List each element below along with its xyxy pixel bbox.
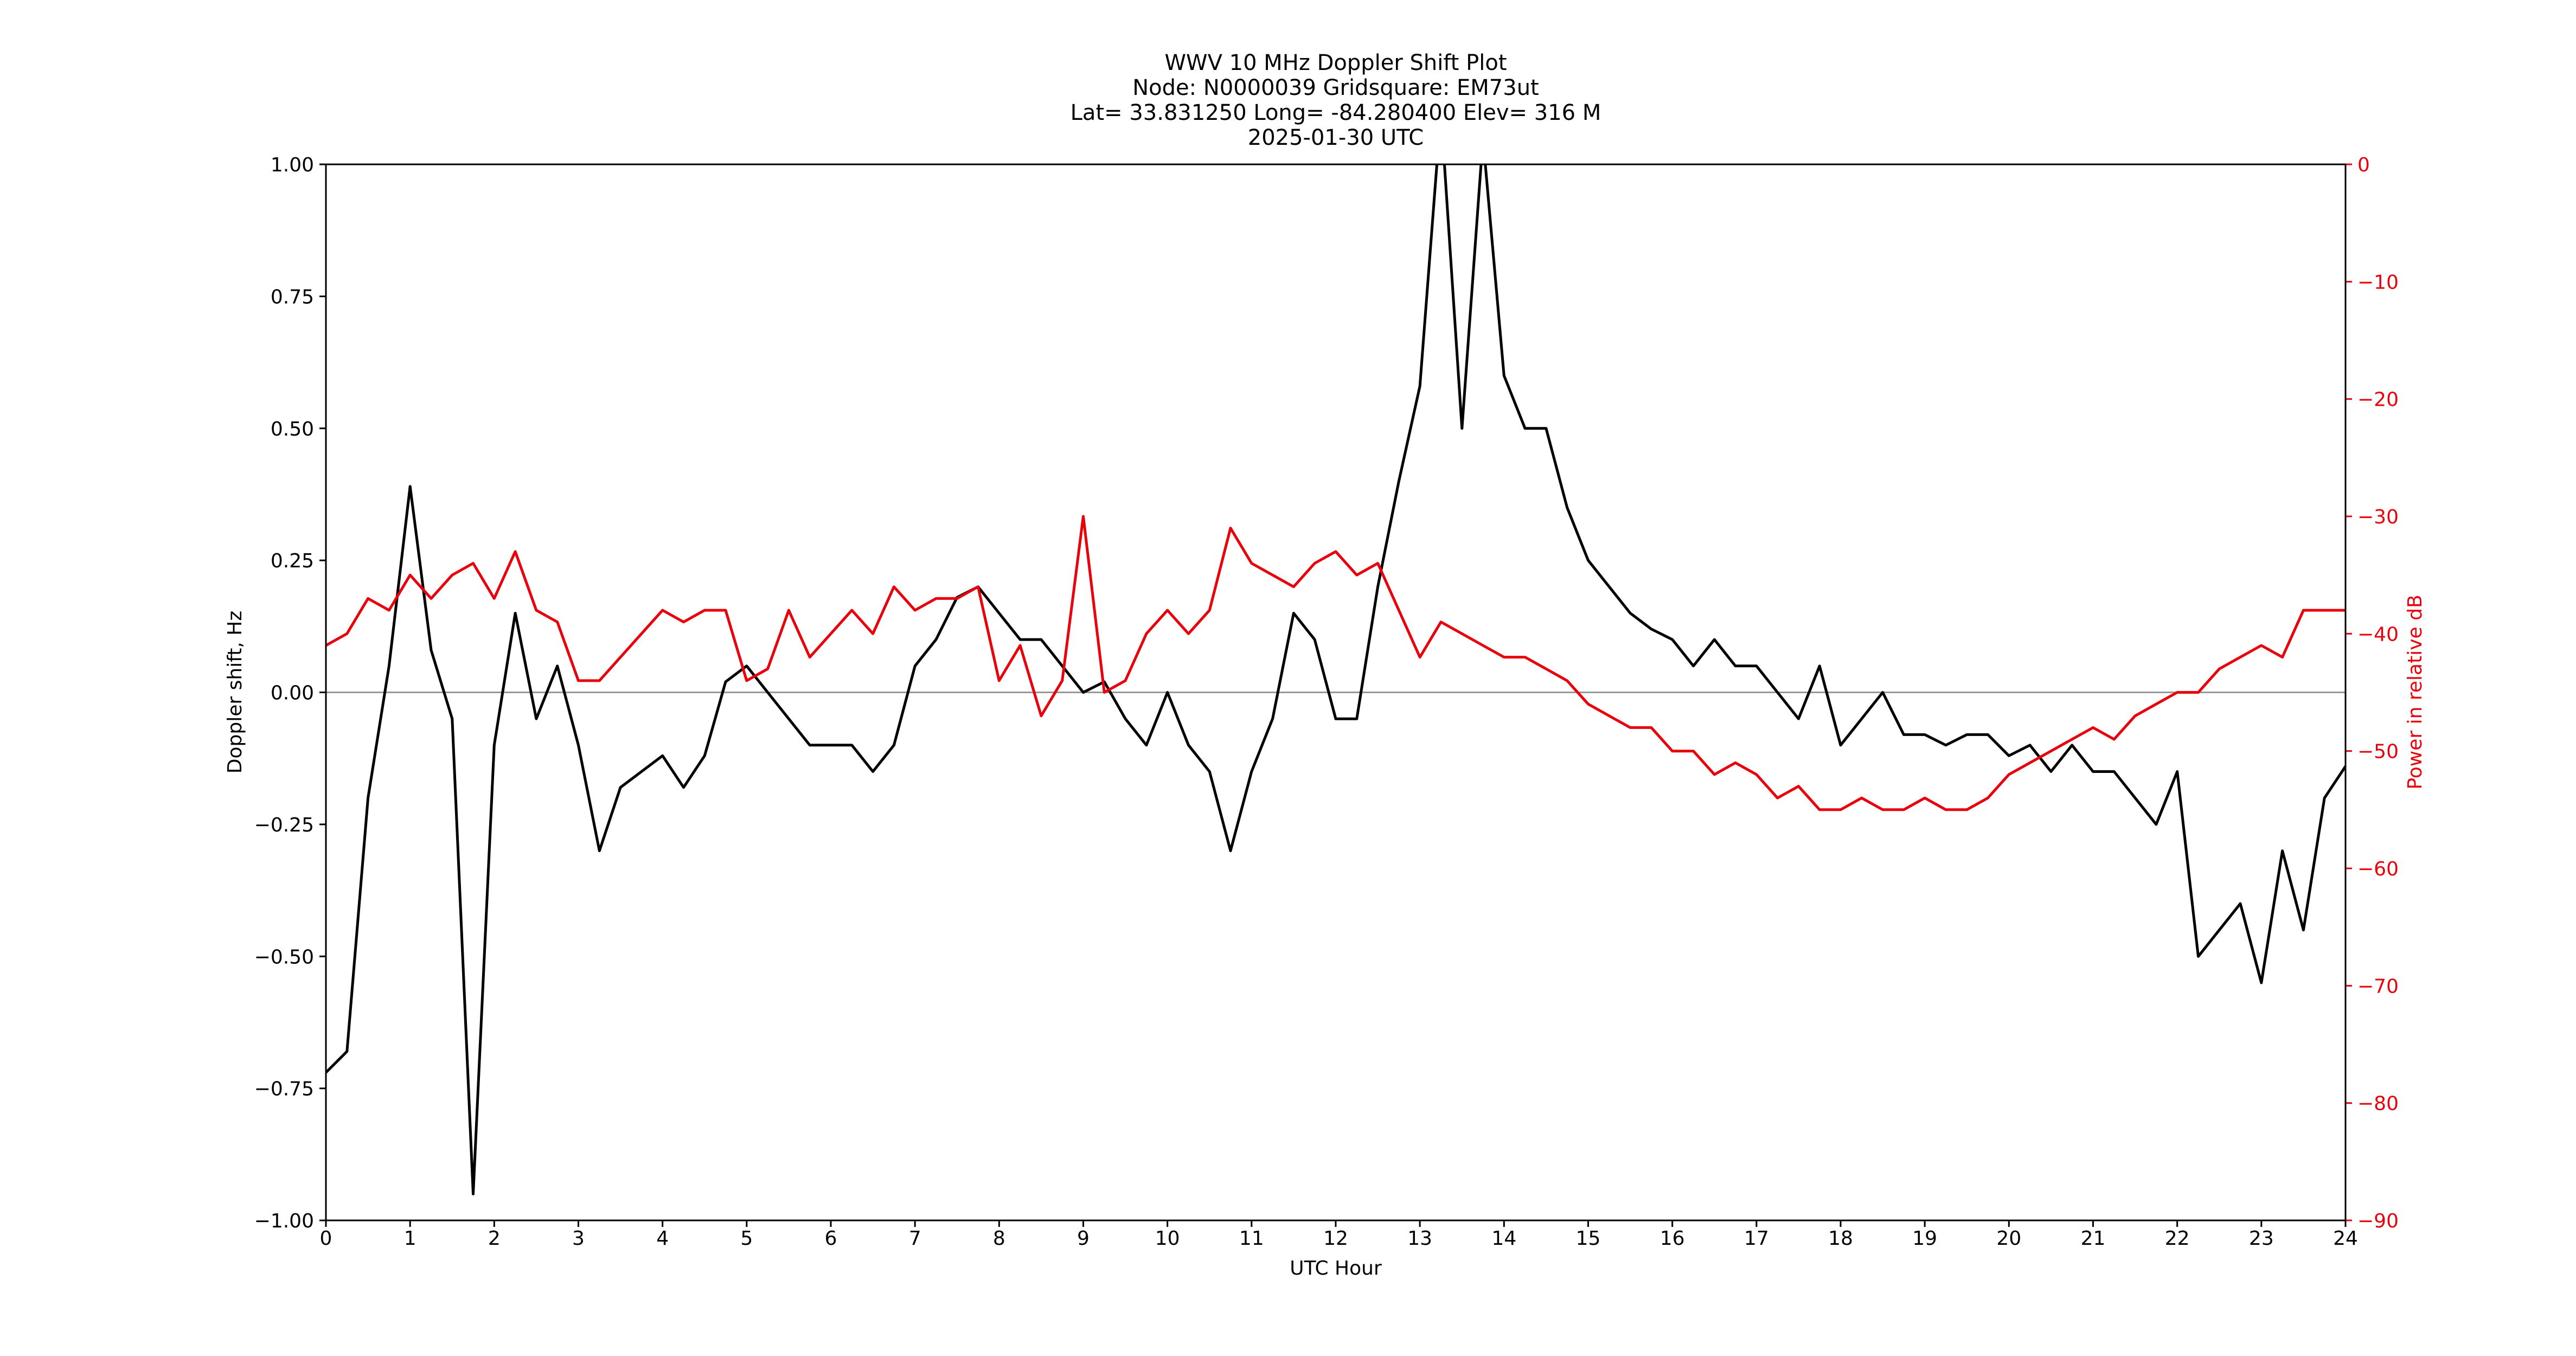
x-axis-label: UTC Hour — [1290, 1257, 1382, 1280]
x-tick-label: 23 — [2249, 1227, 2274, 1250]
plot-frame — [325, 163, 2347, 1221]
x-tick-label: 18 — [1828, 1227, 1853, 1250]
y2-tick-label: −10 — [2357, 271, 2399, 293]
chart-title: 2025-01-30 UTC — [1248, 125, 1424, 150]
y2-tick-label: −50 — [2357, 741, 2399, 763]
x-tick-label: 11 — [1239, 1227, 1264, 1250]
chart-title: Node: N0000039 Gridsquare: EM73ut — [1132, 75, 1539, 100]
x-tick-label: 5 — [740, 1227, 753, 1250]
x-tick-label: 8 — [993, 1227, 1005, 1250]
y-tick-label: 1.00 — [271, 154, 314, 176]
y-tick-label: 0.00 — [271, 682, 314, 705]
y-tick-label: 0.50 — [271, 418, 314, 440]
x-tick-label: 9 — [1077, 1227, 1090, 1250]
series-line — [326, 164, 2346, 1195]
series-line — [326, 515, 2346, 811]
y2-tick-label: −20 — [2357, 389, 2399, 411]
x-tick-label: 17 — [1744, 1227, 1769, 1250]
y2-tick-label: −80 — [2357, 1093, 2399, 1115]
x-tick-label: 12 — [1323, 1227, 1348, 1250]
x-tick-label: 10 — [1155, 1227, 1180, 1250]
y-tick-label: −1.00 — [254, 1210, 314, 1232]
x-tick-label: 4 — [656, 1227, 669, 1250]
x-tick-label: 19 — [1912, 1227, 1937, 1250]
x-tick-label: 22 — [2165, 1227, 2190, 1250]
x-tick-label: 15 — [1576, 1227, 1601, 1250]
y-tick-label: 0.25 — [271, 550, 314, 572]
chart-title: WWV 10 MHz Doppler Shift Plot — [1164, 50, 1507, 75]
x-tick-label: 21 — [2081, 1227, 2106, 1250]
chart-title: Lat= 33.831250 Long= -84.280400 Elev= 31… — [1071, 100, 1601, 125]
y-tick-label: −0.75 — [254, 1078, 314, 1101]
x-tick-label: 6 — [825, 1227, 837, 1250]
y-axis-label: Doppler shift, Hz — [224, 611, 246, 773]
y2-tick-label: 0 — [2357, 154, 2370, 176]
x-tick-label: 3 — [572, 1227, 585, 1250]
x-tick-label: 0 — [320, 1227, 332, 1250]
y2-tick-label: −60 — [2357, 858, 2399, 880]
y2-tick-label: −90 — [2357, 1210, 2399, 1232]
x-tick-label: 1 — [404, 1227, 416, 1250]
x-tick-label: 2 — [488, 1227, 501, 1250]
y2-axis-label: Power in relative dB — [2404, 594, 2426, 789]
x-tick-label: 14 — [1491, 1227, 1516, 1250]
x-tick-label: 7 — [909, 1227, 921, 1250]
x-tick-label: 24 — [2333, 1227, 2358, 1250]
y2-tick-label: −70 — [2357, 975, 2399, 997]
x-tick-label: 16 — [1660, 1227, 1685, 1250]
y-tick-label: −0.25 — [254, 814, 314, 836]
x-tick-label: 20 — [1996, 1227, 2021, 1250]
y2-tick-label: −40 — [2357, 623, 2399, 645]
y-tick-label: 0.75 — [271, 286, 314, 308]
x-tick-label: 13 — [1407, 1227, 1432, 1250]
y-tick-label: −0.50 — [254, 946, 314, 968]
y2-tick-label: −30 — [2357, 506, 2399, 528]
